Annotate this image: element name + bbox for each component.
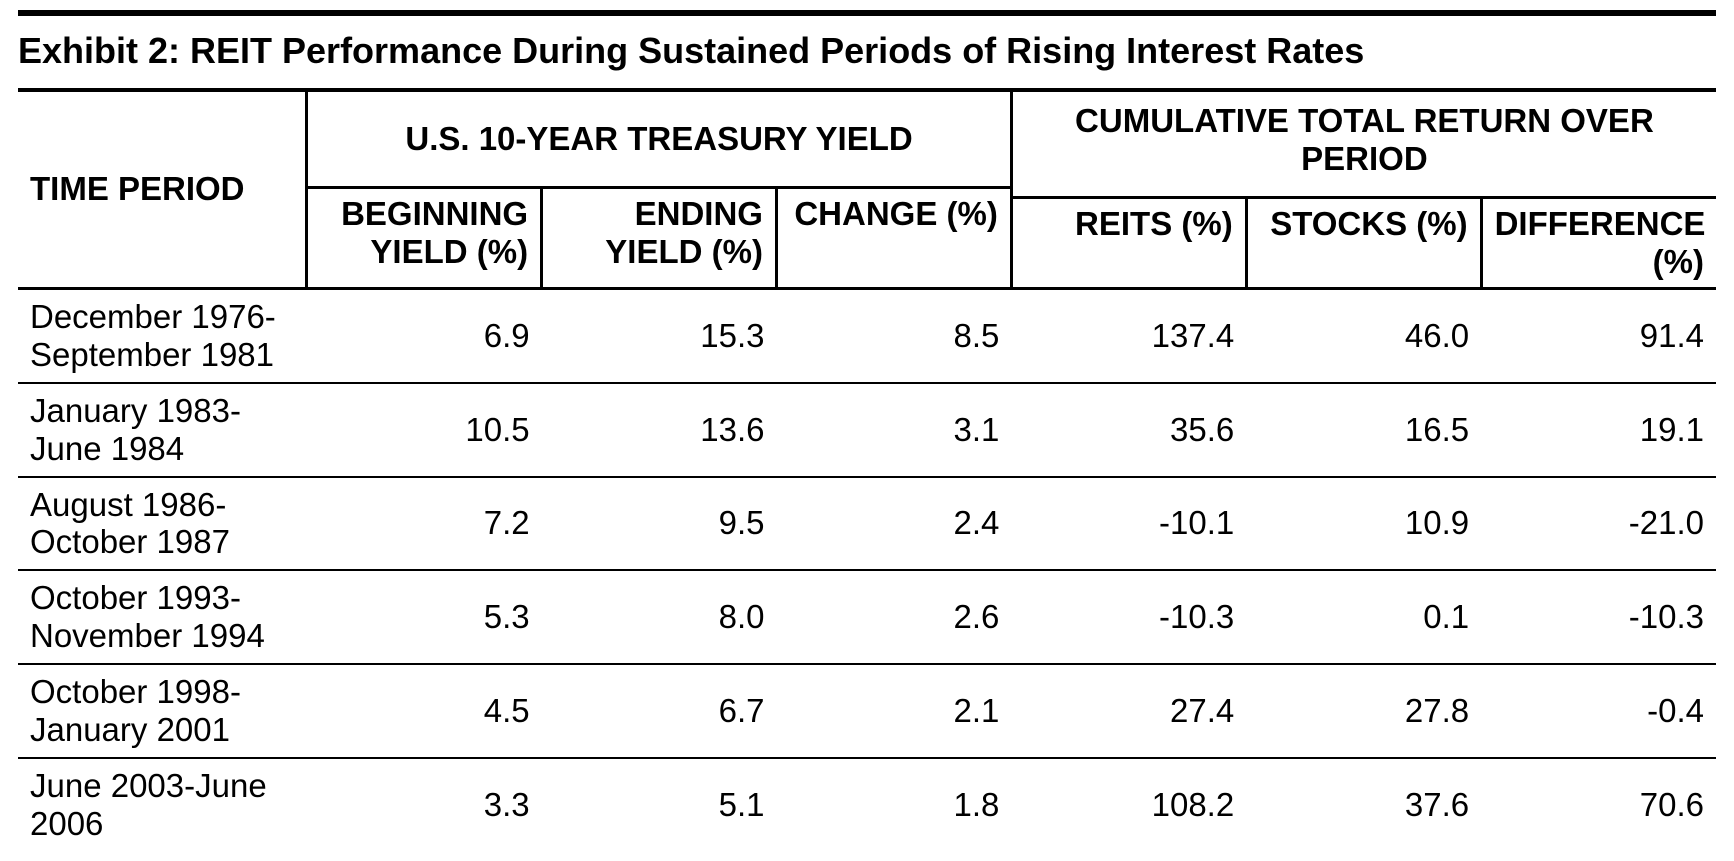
- cell-stocks: 46.0: [1246, 288, 1481, 382]
- cell-period: October 1993-November 1994: [18, 570, 307, 664]
- cell-ending-yield: 15.3: [542, 288, 777, 382]
- table-row: August 1986-October 1987 7.2 9.5 2.4 -10…: [18, 477, 1716, 571]
- cell-reits: 35.6: [1011, 383, 1246, 477]
- exhibit-title: Exhibit 2: REIT Performance During Susta…: [18, 16, 1716, 92]
- col-header-stocks: STOCKS (%): [1246, 197, 1481, 288]
- cell-period: August 1986-October 1987: [18, 477, 307, 571]
- exhibit-container: Exhibit 2: REIT Performance During Susta…: [18, 10, 1716, 851]
- cell-change: 8.5: [776, 288, 1011, 382]
- table-row: January 1983-June 1984 10.5 13.6 3.1 35.…: [18, 383, 1716, 477]
- col-header-beginning-yield: BEGINNING YIELD (%): [307, 188, 542, 288]
- cell-stocks: 37.6: [1246, 758, 1481, 851]
- cell-ending-yield: 8.0: [542, 570, 777, 664]
- col-group-return: CUMULATIVE TOTAL RETURN OVER PERIOD: [1011, 92, 1716, 188]
- cell-difference: -0.4: [1481, 664, 1716, 758]
- cell-reits: 27.4: [1011, 664, 1246, 758]
- cell-change: 1.8: [776, 758, 1011, 851]
- cell-ending-yield: 9.5: [542, 477, 777, 571]
- cell-beginning-yield: 6.9: [307, 288, 542, 382]
- cell-change: 2.6: [776, 570, 1011, 664]
- cell-period: December 1976-September 1981: [18, 288, 307, 382]
- col-header-time-period: TIME PERIOD: [18, 92, 307, 288]
- cell-reits: -10.3: [1011, 570, 1246, 664]
- col-group-return-spacer: [1011, 188, 1716, 198]
- cell-beginning-yield: 7.2: [307, 477, 542, 571]
- cell-stocks: 10.9: [1246, 477, 1481, 571]
- table-row: December 1976-September 1981 6.9 15.3 8.…: [18, 288, 1716, 382]
- col-header-change: CHANGE (%): [776, 188, 1011, 288]
- cell-beginning-yield: 3.3: [307, 758, 542, 851]
- cell-reits: 108.2: [1011, 758, 1246, 851]
- cell-difference: 19.1: [1481, 383, 1716, 477]
- cell-difference: -21.0: [1481, 477, 1716, 571]
- performance-table: TIME PERIOD U.S. 10-YEAR TREASURY YIELD …: [18, 92, 1716, 851]
- cell-ending-yield: 13.6: [542, 383, 777, 477]
- cell-change: 2.1: [776, 664, 1011, 758]
- cell-difference: 70.6: [1481, 758, 1716, 851]
- cell-stocks: 16.5: [1246, 383, 1481, 477]
- cell-stocks: 0.1: [1246, 570, 1481, 664]
- cell-difference: -10.3: [1481, 570, 1716, 664]
- col-header-reits: REITS (%): [1011, 197, 1246, 288]
- table-row: October 1993-November 1994 5.3 8.0 2.6 -…: [18, 570, 1716, 664]
- cell-beginning-yield: 5.3: [307, 570, 542, 664]
- cell-ending-yield: 6.7: [542, 664, 777, 758]
- cell-beginning-yield: 4.5: [307, 664, 542, 758]
- cell-difference: 91.4: [1481, 288, 1716, 382]
- cell-reits: -10.1: [1011, 477, 1246, 571]
- cell-period: January 1983-June 1984: [18, 383, 307, 477]
- col-header-difference: DIFFERENCE (%): [1481, 197, 1716, 288]
- cell-change: 3.1: [776, 383, 1011, 477]
- cell-stocks: 27.8: [1246, 664, 1481, 758]
- table-row: June 2003-June 2006 3.3 5.1 1.8 108.2 37…: [18, 758, 1716, 851]
- col-header-ending-yield: ENDING YIELD (%): [542, 188, 777, 288]
- cell-ending-yield: 5.1: [542, 758, 777, 851]
- cell-beginning-yield: 10.5: [307, 383, 542, 477]
- cell-change: 2.4: [776, 477, 1011, 571]
- cell-period: June 2003-June 2006: [18, 758, 307, 851]
- cell-period: October 1998-January 2001: [18, 664, 307, 758]
- table-row: October 1998-January 2001 4.5 6.7 2.1 27…: [18, 664, 1716, 758]
- cell-reits: 137.4: [1011, 288, 1246, 382]
- col-group-treasury: U.S. 10-YEAR TREASURY YIELD: [307, 92, 1012, 188]
